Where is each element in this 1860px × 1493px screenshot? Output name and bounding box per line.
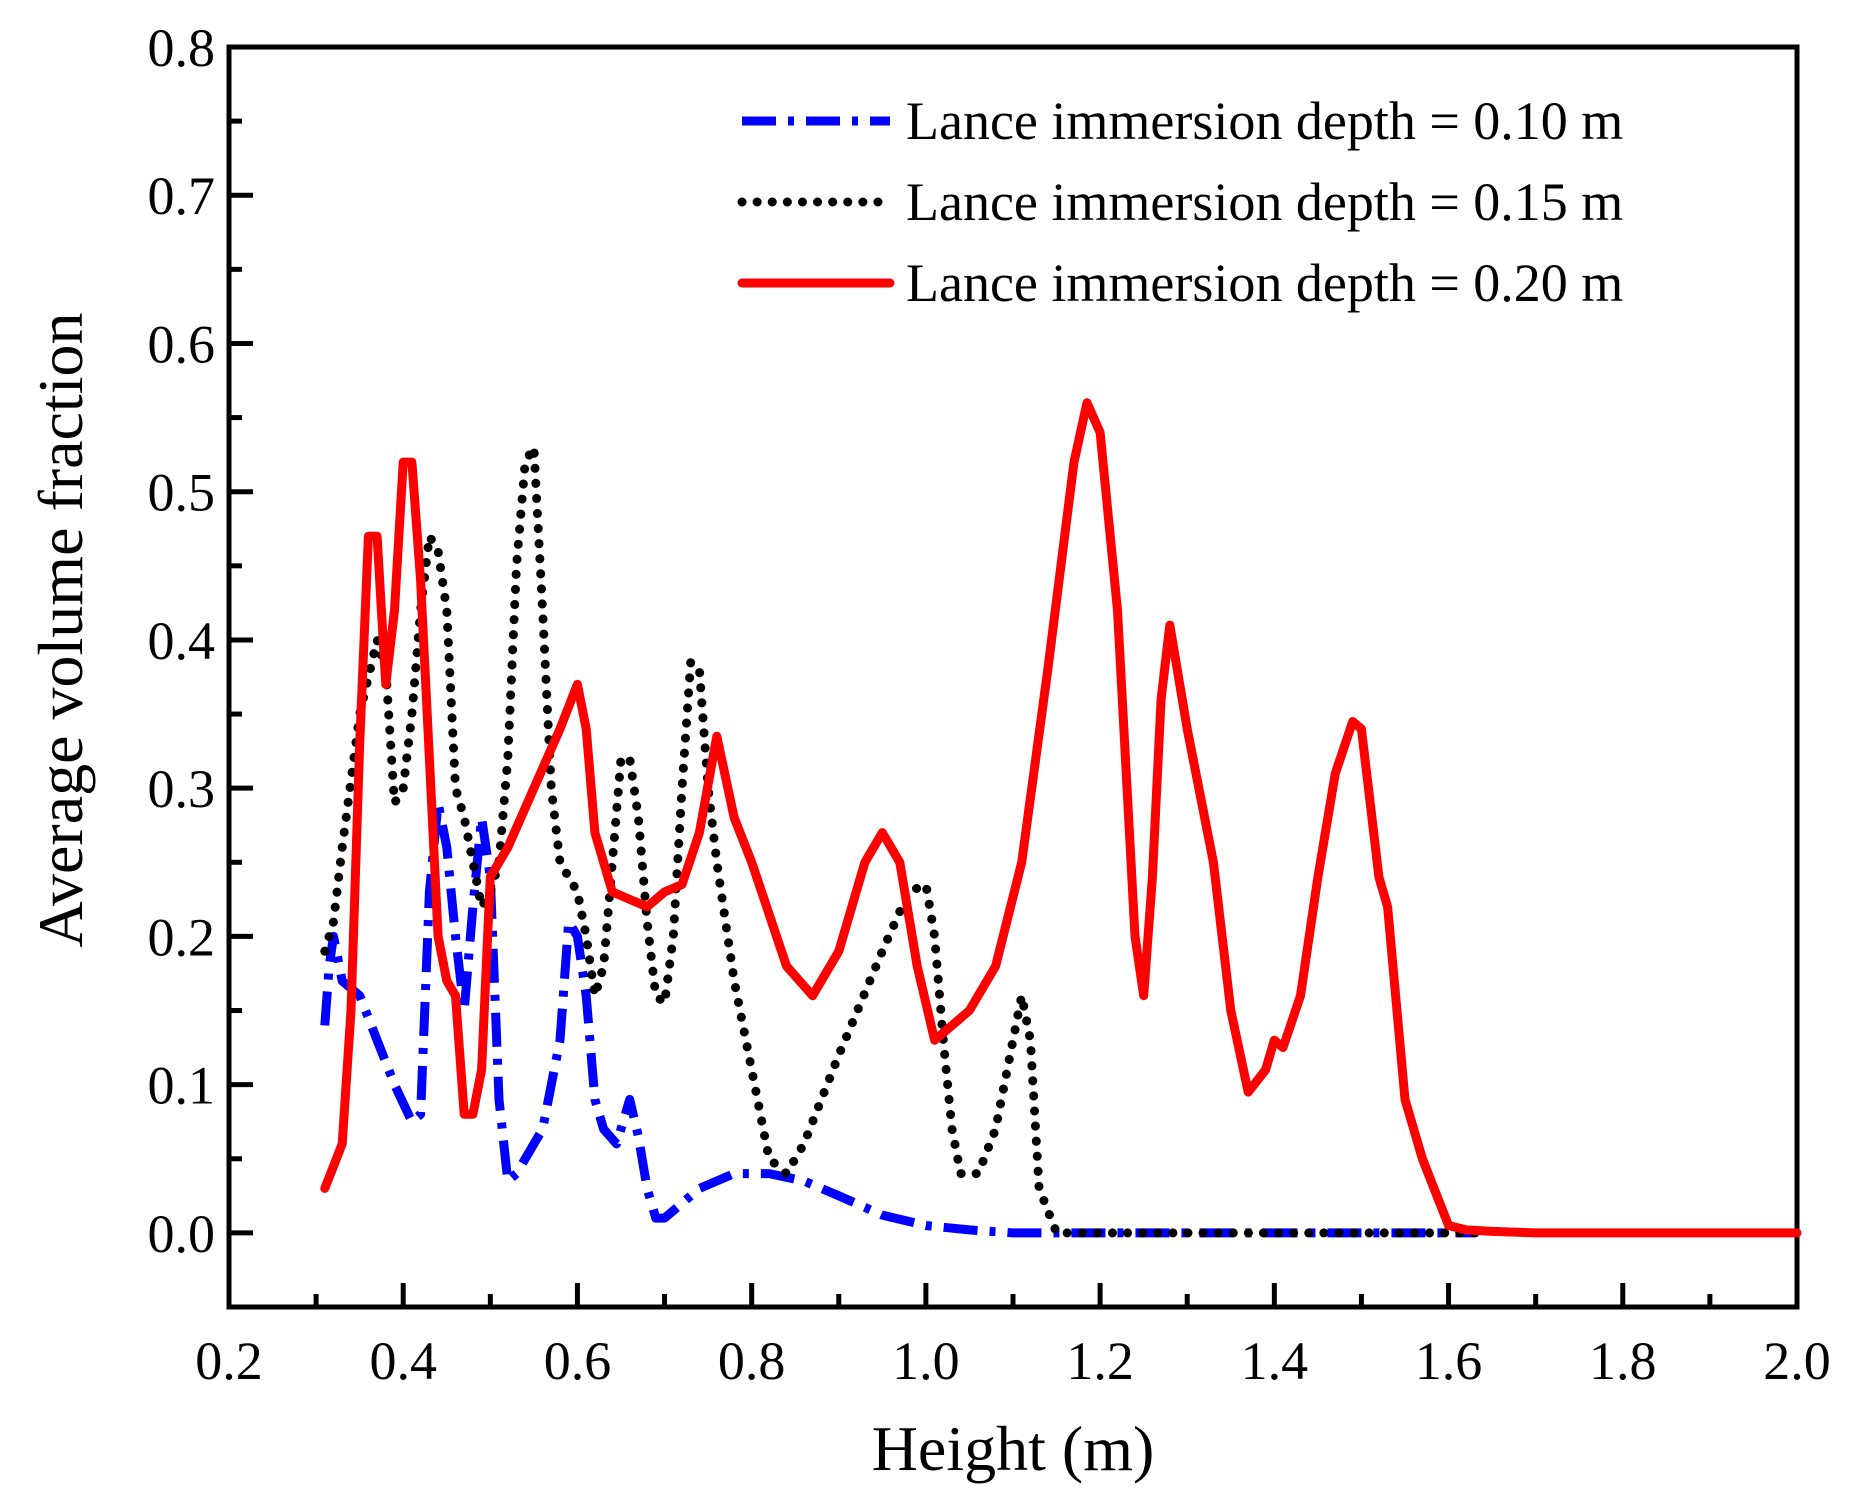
legend-label-1: Lance immersion depth = 0.10 m: [906, 91, 1623, 151]
x-tick-label: 1.8: [1589, 1331, 1657, 1391]
series-line-1: [320, 798, 1475, 1238]
y-tick-label: 0.8: [148, 18, 216, 78]
x-tick-label: 2.0: [1763, 1331, 1831, 1391]
series-line-3: [320, 398, 1802, 1238]
x-axis-title: Height (m): [872, 1413, 1155, 1484]
x-tick-label: 1.6: [1415, 1331, 1483, 1391]
y-tick-label: 0.6: [148, 314, 216, 374]
y-tick-label: 0.5: [148, 463, 216, 523]
x-tick-label: 1.2: [1066, 1331, 1134, 1391]
x-tick-label: 0.4: [369, 1331, 437, 1391]
x-tick-label: 1.4: [1241, 1331, 1309, 1391]
legend-label-3: Lance immersion depth = 0.20 m: [906, 253, 1623, 313]
y-tick-label: 0.4: [148, 611, 216, 671]
series-layer: [320, 398, 1802, 1238]
y-tick-label: 0.3: [148, 759, 216, 819]
x-tick-label: 0.6: [544, 1331, 612, 1391]
y-axis-ticks: 0.0 0.1 0.2 0.3 0.4 0.5 0.6 0.7 0.8: [148, 18, 253, 1264]
y-axis-title: Average volume fraction: [25, 313, 96, 948]
y-tick-label: 0.1: [148, 1056, 216, 1116]
y-tick-label: 0.0: [148, 1204, 216, 1264]
legend-label-2: Lance immersion depth = 0.15 m: [906, 172, 1623, 232]
x-tick-label: 0.8: [718, 1331, 786, 1391]
y-tick-label: 0.7: [148, 166, 216, 226]
x-tick-label: 0.2: [195, 1331, 263, 1391]
x-tick-label: 1.0: [892, 1331, 960, 1391]
legend: Lance immersion depth = 0.10 m Lance imme…: [737, 91, 1623, 313]
y-tick-label: 0.2: [148, 907, 216, 967]
series-line-2: [320, 442, 1488, 1238]
x-axis-ticks: 0.2 0.4 0.6 0.8 1.0 1.2 1.4 1.6 1.8 2.0: [195, 1283, 1831, 1391]
